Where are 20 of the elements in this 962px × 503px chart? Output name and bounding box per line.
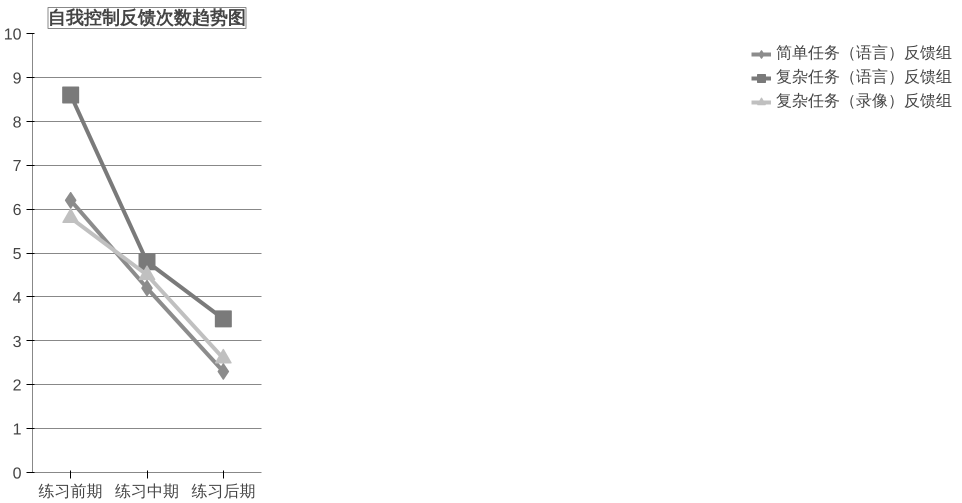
chart-title: 自我控制反馈次数趋势图 [48,8,246,28]
x-tick-label: 练习前期 [38,482,103,500]
y-tick-label: 3 [12,334,22,351]
point [62,86,80,104]
point [214,310,232,328]
y-tick-label: 9 [12,70,22,88]
legend-label: 复杂任务（语言）反馈组 [776,68,952,88]
legend-label: 简单任务（语言）反馈组 [776,44,952,64]
y-tick-label: 8 [12,114,22,132]
y-tick-label: 5 [12,246,22,263]
y-tick-label: 10 [4,26,22,44]
y-tick-label: 7 [12,158,22,176]
y-tick-label: 6 [12,202,22,220]
y-tick-label: 0 [12,466,22,482]
y-tick-label: 1 [12,422,22,439]
legend-label: 复杂任务（录像）反馈组 [776,92,952,112]
x-tick-label: 练习后期 [191,482,256,500]
y-tick-label: 4 [12,290,22,307]
y-tick-label: 2 [12,378,22,395]
x-tick-label: 练习中期 [115,482,179,500]
